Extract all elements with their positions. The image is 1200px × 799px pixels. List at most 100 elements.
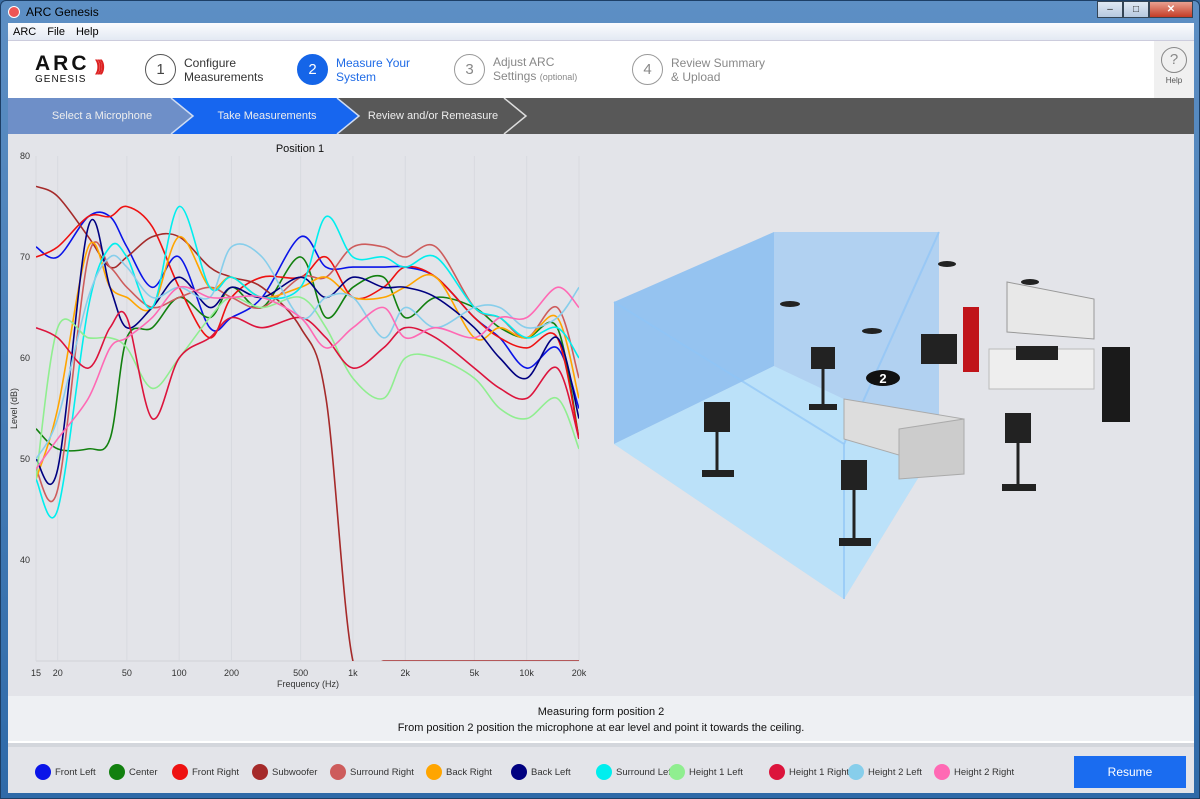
step-number: 3 (454, 54, 485, 85)
legend-item-height-1-left[interactable]: Height 1 Left (669, 764, 743, 780)
step-adjust-arc-settings[interactable]: 3 Adjust ARC Settings (optional) (454, 54, 577, 85)
measurement-panel: 15 20 50 100 200 500 1k 2k 5k 10k 20k 40 50 60 70 80 Pos… (8, 134, 1194, 696)
legend-item-back-left[interactable]: Back Left (511, 764, 571, 780)
instruction-body: From position 2 position the microphone … (397, 722, 805, 734)
menu-arc[interactable]: ARC (13, 25, 37, 38)
series-line-front-right (36, 205, 579, 439)
series-line-surround-left (36, 205, 579, 519)
y-tick-label: 60 (20, 353, 30, 363)
legend-label: Back Right (446, 766, 492, 778)
wizard-header: ARC GENESIS ))) 1 Configure Measurements … (8, 41, 1194, 98)
legend-label: Height 2 Left (868, 766, 922, 778)
legend-color-dot (769, 764, 785, 780)
crumb-review-remeasure[interactable]: Review and/or Remeasure (367, 110, 499, 122)
crumb-select-microphone[interactable]: Select a Microphone (51, 110, 153, 122)
legend-color-dot (596, 764, 612, 780)
series-line-back-left (36, 218, 579, 486)
legend-label: Height 2 Right (954, 766, 1015, 778)
ceiling-speaker-icon (938, 261, 956, 267)
series-line-front-left (36, 211, 579, 409)
maximize-button[interactable]: □ (1123, 1, 1149, 18)
step-review-summary-upload[interactable]: 4 Review Summary & Upload (632, 54, 765, 85)
step-number: 1 (145, 54, 176, 85)
legend-color-dot (172, 764, 188, 780)
app-client: ARC File Help ARC GENESIS ))) 1 Configur… (8, 23, 1194, 793)
optional-note: (optional) (539, 72, 578, 82)
y-tick-label: 80 (20, 151, 30, 161)
legend-item-center[interactable]: Center (109, 764, 158, 780)
title-bar: ARC Genesis – □ ✕ (1, 1, 1199, 23)
breadcrumb: Select a Microphone Take Measurements Re… (8, 98, 1194, 134)
chart-title: Position 1 (276, 143, 324, 155)
subwoofer-icon (921, 334, 957, 364)
legend-item-height-2-right[interactable]: Height 2 Right (934, 764, 1014, 780)
step-label: Measure Your (336, 55, 411, 70)
legend-label: Front Left (55, 766, 96, 778)
instructions: Measuring form position 2 From position … (8, 696, 1194, 741)
series-line-height-2-right (36, 285, 579, 470)
legend-color-dot (934, 764, 950, 780)
step-label: Adjust ARC (493, 55, 555, 69)
legend-label: Center (129, 766, 158, 778)
step-label: System (336, 69, 377, 84)
window-title: ARC Genesis (26, 5, 99, 19)
legend-label: Height 1 Right (789, 766, 850, 778)
x-tick-label: 2k (400, 668, 410, 678)
legend-color-dot (35, 764, 51, 780)
crumb-take-measurements[interactable]: Take Measurements (217, 110, 317, 122)
resume-button[interactable]: Resume (1074, 756, 1186, 788)
legend-color-dot (669, 764, 685, 780)
legend-label: Back Left (531, 766, 571, 778)
x-tick-label: 10k (519, 668, 534, 678)
legend-label: Height 1 Left (689, 766, 743, 778)
center-speaker-icon (1016, 346, 1058, 360)
legend-item-back-right[interactable]: Back Right (426, 764, 492, 780)
speaker-icon (1005, 413, 1031, 443)
y-tick-label: 40 (20, 555, 30, 565)
legend-item-subwoofer[interactable]: Subwoofer (252, 764, 317, 780)
x-tick-label: 100 (172, 668, 187, 678)
x-tick-label: 15 (31, 668, 41, 678)
help-button[interactable]: ? Help (1154, 41, 1194, 98)
legend-item-surround-left[interactable]: Surround Left (596, 764, 674, 780)
close-button[interactable]: ✕ (1149, 1, 1193, 18)
legend-item-front-left[interactable]: Front Left (35, 764, 96, 780)
legend-item-front-right[interactable]: Front Right (172, 764, 239, 780)
step-measure-your-system[interactable]: 2 Measure Your System (297, 54, 410, 85)
legend-item-height-1-right[interactable]: Height 1 Right (769, 764, 849, 780)
position-number: 2 (879, 371, 886, 386)
legend-color-dot (330, 764, 346, 780)
series-line-center (36, 256, 579, 452)
y-tick-label: 70 (20, 252, 30, 262)
sound-waves-icon: ))) (95, 58, 105, 75)
step-configure-measurements[interactable]: 1 Configure Measurements (145, 54, 263, 85)
series-line-height-1-left (36, 296, 579, 480)
help-icon: ? (1161, 47, 1187, 73)
step-number: 4 (632, 54, 663, 85)
app-icon (8, 6, 20, 18)
step-label: & Upload (671, 69, 721, 84)
step-label: Review Summary (671, 55, 766, 70)
series-line-back-right (36, 236, 579, 480)
menu-help[interactable]: Help (75, 25, 99, 38)
menu-file[interactable]: File (47, 25, 65, 38)
legend-item-height-2-left[interactable]: Height 2 Left (848, 764, 922, 780)
step-label: Configure (184, 55, 237, 70)
series-line-height-1-right (36, 310, 579, 440)
legend-color-dot (511, 764, 527, 780)
legend-label: Surround Left (616, 766, 674, 778)
y-tick-label: 50 (20, 454, 30, 464)
minimize-button[interactable]: – (1097, 1, 1123, 18)
room-back-wall (774, 232, 939, 444)
legend-color-dot (252, 764, 268, 780)
x-tick-label: 20k (572, 668, 587, 678)
speaker-icon (841, 460, 867, 490)
ceiling-speaker-icon (862, 328, 882, 334)
legend-label: Surround Right (350, 766, 414, 778)
instruction-title: Measuring form position 2 (537, 706, 665, 718)
series-line-height-2-left (36, 243, 579, 460)
ceiling-speaker-icon (1021, 279, 1039, 285)
legend-color-dot (426, 764, 442, 780)
legend-color-dot (109, 764, 125, 780)
legend-item-surround-right[interactable]: Surround Right (330, 764, 414, 780)
